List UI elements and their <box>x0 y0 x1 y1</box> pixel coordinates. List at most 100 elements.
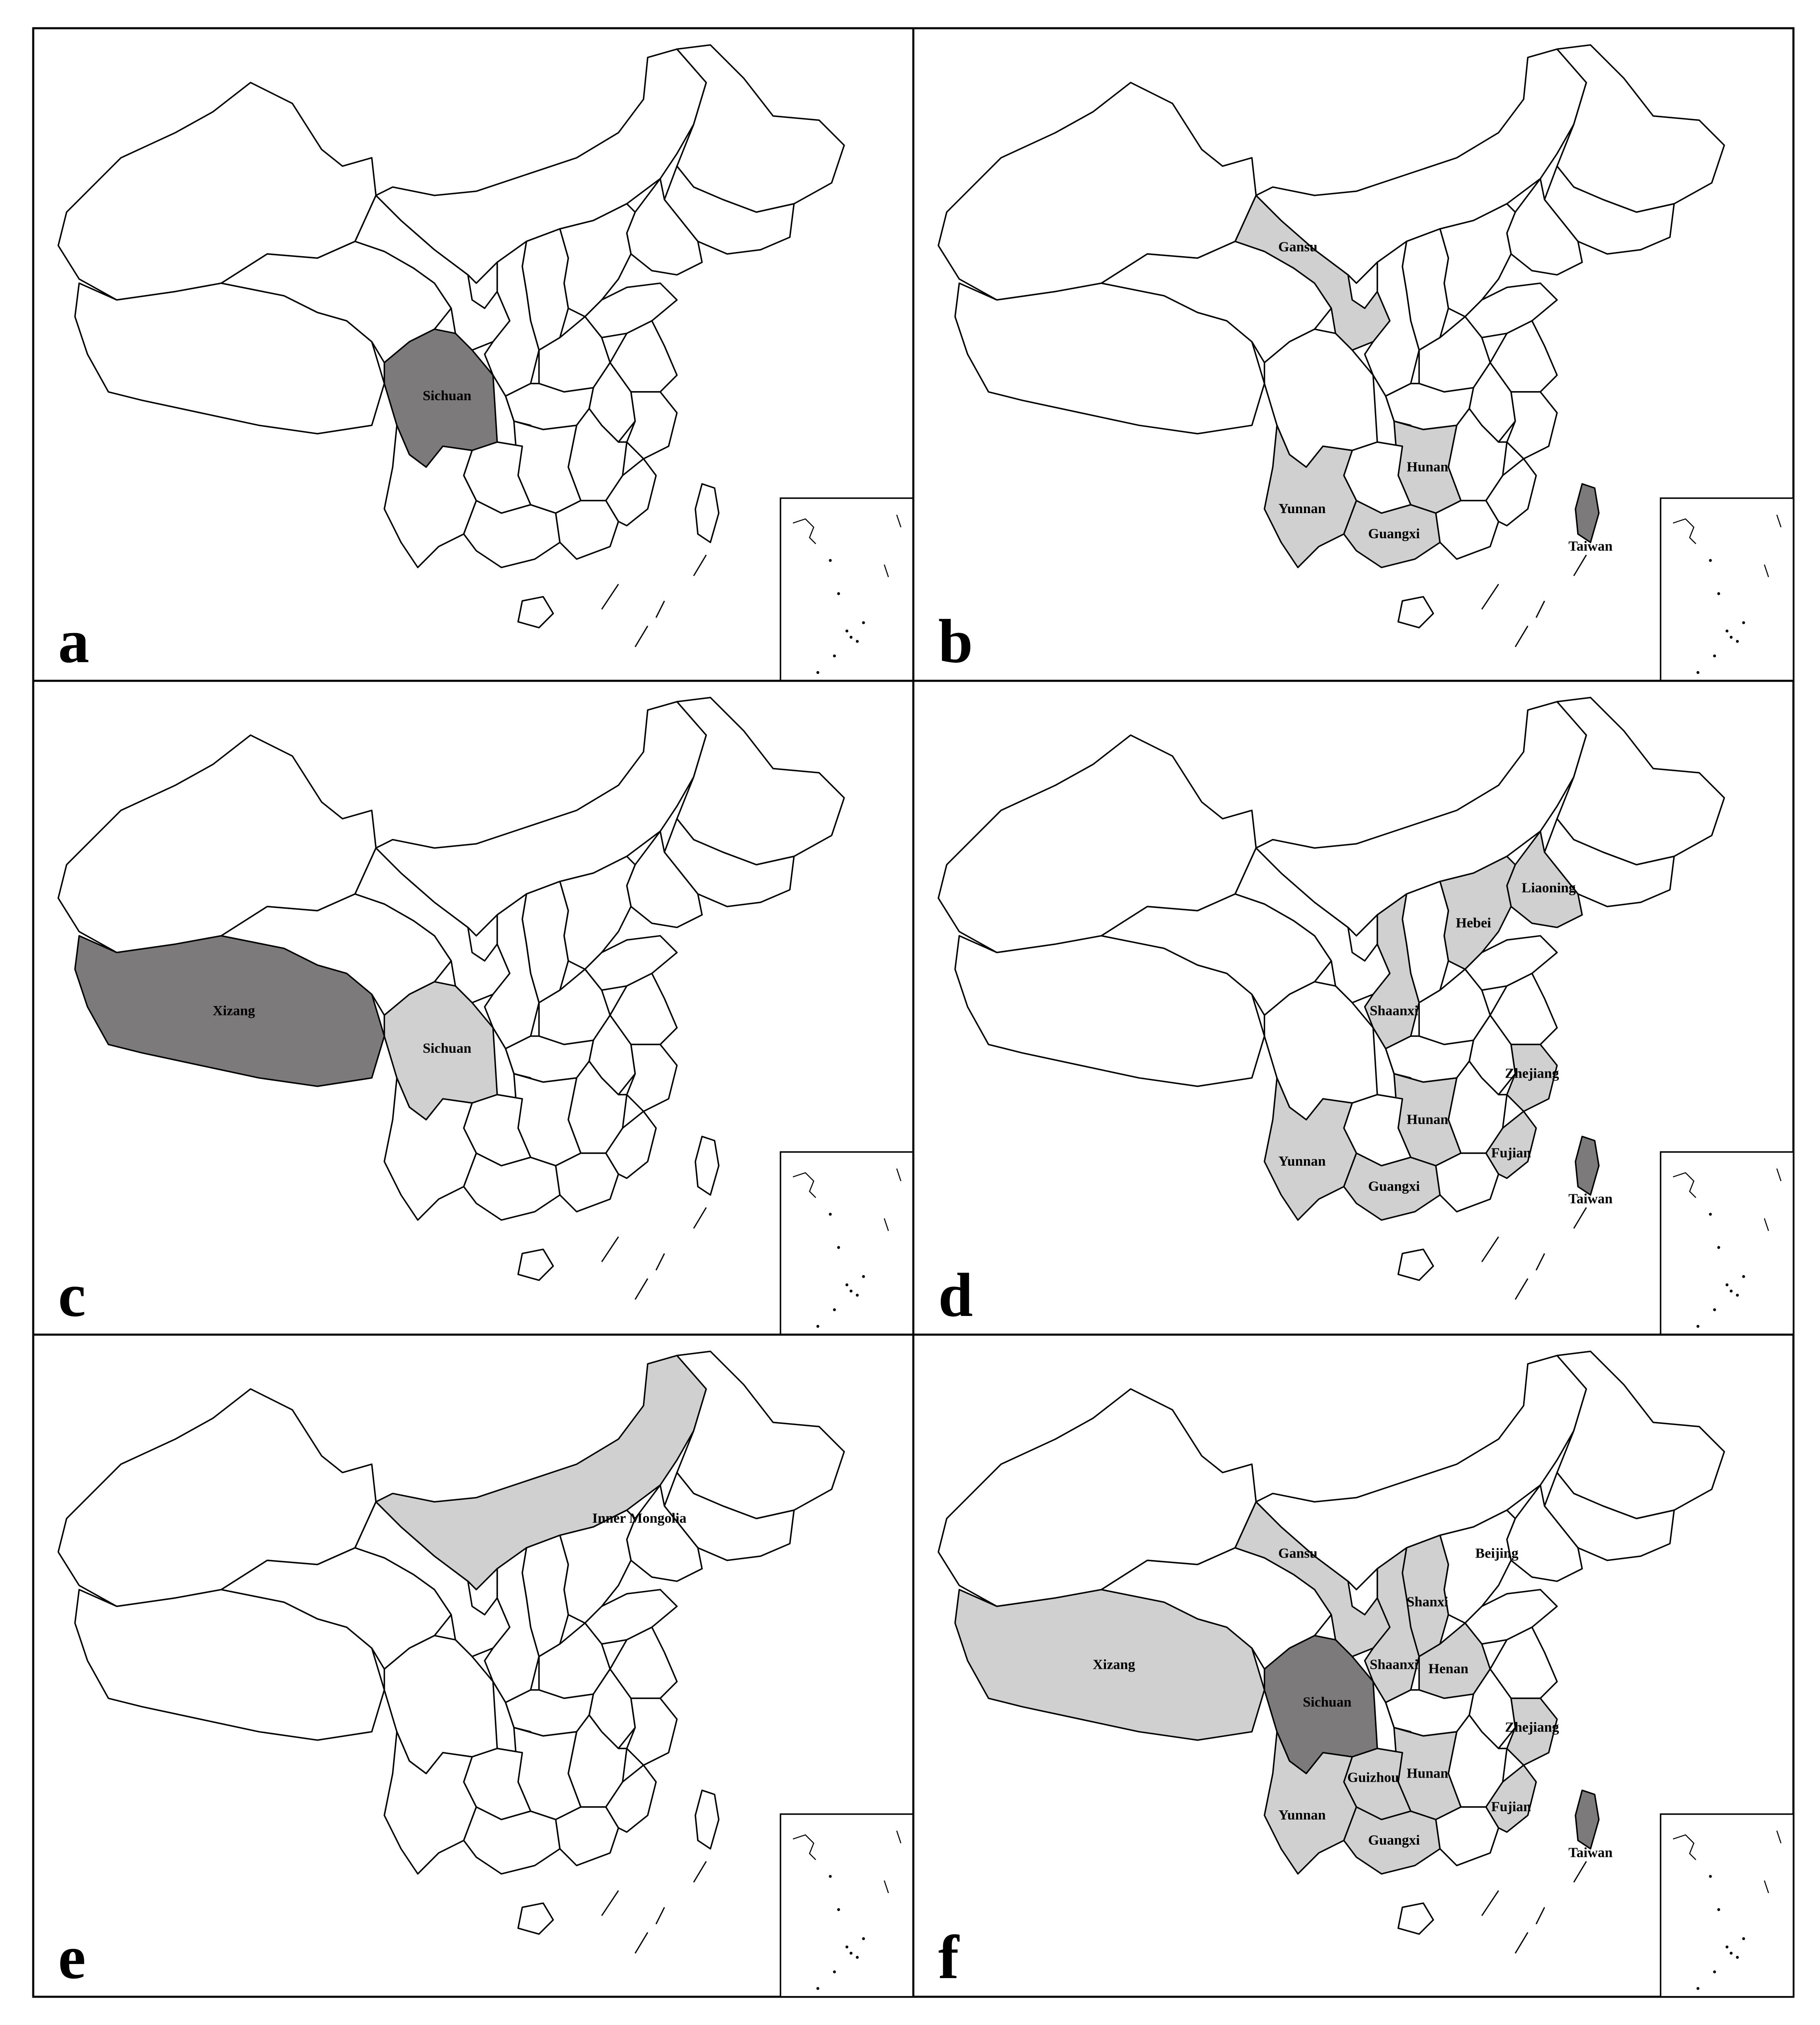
maritime-line <box>1573 1861 1587 1883</box>
province-fujian <box>605 1764 657 1833</box>
label-shaanxi: Shaanxi <box>1370 1657 1418 1673</box>
panel-letter: f <box>938 1923 960 1992</box>
inset-frame <box>780 497 914 682</box>
maritime-line <box>1573 554 1587 576</box>
inset-frame <box>1660 1151 1794 1335</box>
inset-island <box>845 1945 849 1949</box>
province-fujian <box>1485 1764 1537 1833</box>
province-hainan <box>517 596 554 629</box>
province-guangxi <box>463 1152 561 1221</box>
maritime-line <box>1514 1278 1529 1300</box>
south-sea-marks <box>601 554 707 648</box>
province-zhejiang <box>626 1697 678 1766</box>
inset-island <box>856 1956 859 1959</box>
inset-boundary-dash <box>883 564 889 577</box>
province-hainan <box>1397 1248 1434 1281</box>
inset-island <box>816 671 819 674</box>
label-guizhou: Guizhou <box>1347 1770 1399 1785</box>
inset-island <box>856 1294 859 1297</box>
inset-island <box>1696 671 1700 674</box>
province-qinghai <box>1101 1547 1332 1670</box>
inset-island <box>833 654 836 658</box>
province-hainan <box>517 1248 554 1281</box>
south-sea-marks <box>601 1207 707 1300</box>
maritime-line <box>655 1907 665 1925</box>
province-qinghai <box>220 1547 452 1670</box>
panel-e: Inner Mongolia e <box>32 1333 915 1998</box>
province-guangdong <box>555 500 619 560</box>
province-taiwan <box>695 1135 720 1196</box>
maritime-line <box>1481 584 1499 610</box>
province-qinghai <box>1101 240 1332 364</box>
inset-frame <box>1660 1813 1794 1998</box>
maritime-line <box>601 584 619 610</box>
province-qinghai <box>220 240 452 364</box>
inset-island <box>816 1987 819 1990</box>
panel-f: Gansu Beijing Shanxi Shaanxi Henan Xizang Sich… <box>912 1333 1795 1998</box>
label-hebei: Hebei <box>1456 915 1491 931</box>
south-china-sea-inset <box>780 1151 914 1335</box>
label-gansu: Gansu <box>1278 240 1318 255</box>
inset-island <box>862 621 865 624</box>
label-yunnan: Yunnan <box>1278 1154 1326 1169</box>
label-hunan: Hunan <box>1407 459 1448 474</box>
label-sichuan: Sichuan <box>1303 1695 1351 1710</box>
province-xizang <box>74 935 385 1087</box>
inset-boundary-dash <box>896 514 902 528</box>
province-ningxia <box>1347 914 1378 962</box>
province-ningxia <box>1347 1568 1378 1616</box>
maritime-line <box>655 600 665 618</box>
label-yunnan: Yunnan <box>1278 1807 1326 1823</box>
province-xizang <box>954 282 1265 435</box>
china-map <box>937 44 1725 648</box>
inset-island <box>1709 1213 1712 1216</box>
province-hainan <box>517 1902 554 1935</box>
south-china-sea-inset <box>1660 1813 1794 1998</box>
province-taiwan <box>695 483 720 543</box>
label-henan: Henan <box>1429 1661 1468 1677</box>
panel-b: Gansu Hunan Yunnan Guangxi Taiwan b <box>912 27 1795 682</box>
panel-c: Xizang Sichuan c <box>32 680 915 1336</box>
maritime-line <box>1535 1253 1545 1271</box>
province-guangdong <box>1435 1152 1500 1213</box>
inset-island <box>849 1289 853 1293</box>
inset-island <box>1725 1283 1729 1286</box>
inset-island <box>1717 1908 1720 1911</box>
inset-island <box>1725 629 1729 633</box>
maritime-line <box>1535 600 1545 618</box>
inset-island <box>845 629 849 633</box>
maritime-line <box>1514 1932 1529 1954</box>
province-shandong <box>1464 282 1558 338</box>
province-guangdong <box>555 1806 619 1866</box>
label-zhejiang: Zhejiang <box>1505 1720 1559 1735</box>
inset-island <box>1742 621 1745 624</box>
inset-island <box>862 1275 865 1278</box>
inset-frame <box>780 1151 914 1335</box>
inset-island <box>833 1308 836 1311</box>
inset-island <box>1696 1325 1700 1328</box>
maritime-line <box>1573 1207 1587 1229</box>
inset-coastline <box>793 1172 816 1198</box>
label-hunan: Hunan <box>1407 1766 1448 1781</box>
label-yunnan: Yunnan <box>1278 501 1326 516</box>
inset-coastline <box>1673 518 1696 544</box>
inset-island <box>816 1325 819 1328</box>
inset-island <box>837 1246 840 1249</box>
label-guangxi: Guangxi <box>1368 1832 1420 1848</box>
province-guangdong <box>555 1152 619 1213</box>
province-fujian <box>605 1110 657 1179</box>
label-xizang: Xizang <box>1093 1657 1135 1673</box>
province-guangxi <box>1343 500 1441 568</box>
maritime-line <box>655 1253 665 1271</box>
inset-island <box>1709 559 1712 562</box>
panel-letter: b <box>938 607 973 676</box>
inset-boundary-dash <box>1764 1880 1769 1893</box>
inset-island <box>1725 1945 1729 1949</box>
panel-letter: c <box>58 1261 86 1330</box>
inset-island <box>833 1970 836 1974</box>
province-zhejiang <box>1506 391 1558 460</box>
inset-island <box>1736 640 1739 643</box>
panel-a: Sichuan a <box>32 27 915 682</box>
label-xizang: Xizang <box>213 1003 255 1019</box>
panels-root: Sichuan a Gansu Hunan Yunnan Guangxi Taiwan b Xi… <box>32 27 1795 1998</box>
